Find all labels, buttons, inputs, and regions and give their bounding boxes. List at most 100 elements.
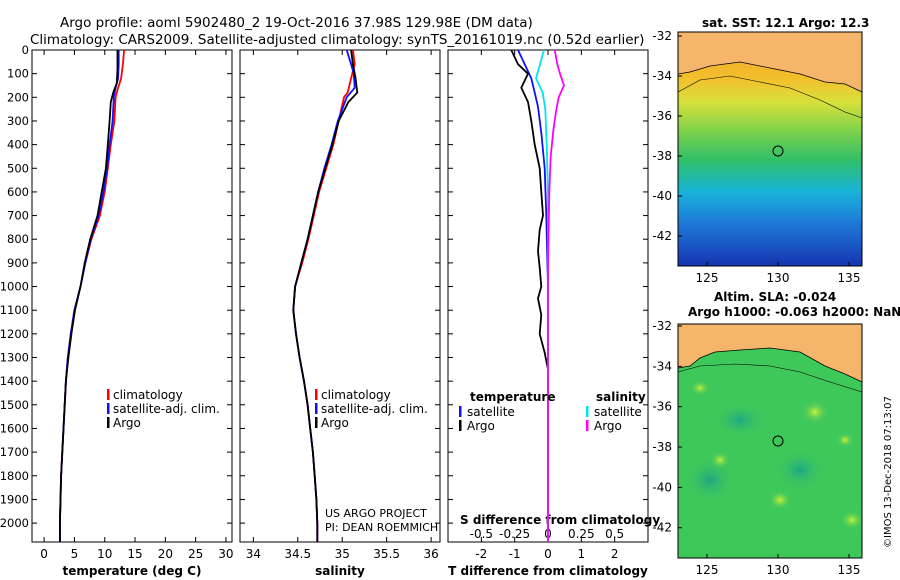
legend-title-temperature: temperature: [470, 390, 555, 404]
figure-title-line2: Climatology: CARS2009. Satellite-adjuste…: [30, 32, 644, 48]
sst-map: sat. SST: 12.1 Argo: 12.3: [677, 16, 869, 267]
argo-location-marker-sla: [772, 435, 784, 447]
series-line-temperature-satellite: [517, 50, 549, 542]
y-tick-label: 1100: [0, 303, 29, 317]
y-tick-label: 600: [7, 185, 29, 199]
y-tick-label: 1500: [0, 398, 29, 412]
map-x-tick-label: 125: [696, 563, 719, 577]
series-line-argo: [59, 50, 119, 542]
legend-swatch: [315, 403, 318, 414]
difference-panel: -2 -1 0 1 2 T difference from climatology -0.5…: [447, 49, 660, 578]
x-tick-label: 34: [246, 547, 261, 561]
series-line-temperature-argo: [510, 50, 549, 542]
legend-swatch: [315, 417, 318, 428]
x-axis-label: T difference from climatology: [448, 564, 648, 578]
y-tick-label: 800: [7, 232, 29, 246]
y-tick-label: 1000: [0, 280, 29, 294]
map-y-tick-label: -34: [652, 69, 672, 83]
x2-axis-label: S difference from climatology: [460, 513, 660, 527]
x-tick-label: 20: [158, 547, 173, 561]
y-tick-label: 900: [7, 256, 29, 270]
series-line-climatology: [292, 50, 356, 542]
sla-map-title-line1: Altim. SLA: -0.024: [714, 290, 836, 304]
y-tick-label: 500: [7, 161, 29, 175]
map-x-tick-label: 135: [838, 271, 861, 285]
plot-frame: [239, 49, 441, 543]
legend-label: satellite-adj. clim.: [113, 402, 220, 416]
y-tick-label: 1800: [0, 469, 29, 483]
map-y-tick-label: -34: [652, 359, 672, 373]
legend-swatch: [586, 406, 589, 417]
y-tick-label: 2000: [0, 516, 29, 530]
legend-label: satellite: [467, 405, 515, 419]
legend-title-salinity: salinity: [596, 390, 646, 404]
series-line-satellite-adj-clim-: [292, 50, 356, 542]
temperature-panel: 0100200300400500600700800900100011001200…: [0, 43, 234, 578]
legend-label: Argo: [594, 419, 622, 433]
y-tick-label: 1200: [0, 327, 29, 341]
legend-label: Argo: [467, 419, 495, 433]
salinity-panel: 34 34.5 35 35.5 36 salinity climatologysatelli…: [239, 49, 441, 578]
y-tick-label: 1900: [0, 492, 29, 506]
map-y-tick-label: -36: [652, 109, 672, 123]
plot-frame: [31, 49, 233, 543]
x-tick-label: 1: [578, 547, 586, 561]
legend-label: Argo: [113, 416, 141, 430]
map-x-tick-label: 125: [696, 271, 719, 285]
x-tick-label: 5: [71, 547, 79, 561]
annotation-text: US ARGO PROJECT: [325, 507, 427, 520]
y-tick-label: 1700: [0, 445, 29, 459]
map-x-tick-label: 130: [767, 271, 790, 285]
legend-label: satellite: [594, 405, 642, 419]
legend-label: climatology: [113, 388, 183, 402]
legend-swatch: [586, 420, 589, 431]
map-y-tick-label: -38: [652, 149, 672, 163]
sla-map-contour: [677, 363, 863, 393]
y-tick-label: 1400: [0, 374, 29, 388]
sla-map-coastline: [677, 347, 863, 383]
figure-title-line1: Argo profile: aoml 5902480_2 19-Oct-2016…: [60, 15, 533, 31]
watermark: ©IMOS 13-Dec-2018 07:13:07: [883, 396, 894, 548]
y-tick-label: 1300: [0, 351, 29, 365]
legend-swatch: [107, 389, 110, 400]
x-tick-label: -1: [509, 547, 521, 561]
map-x-tick-label: 130: [767, 563, 790, 577]
series-line-salinity-argo: [547, 50, 565, 542]
map-x-tick-label: 135: [838, 563, 861, 577]
y-tick-label: 300: [7, 114, 29, 128]
x-tick-label: 35.5: [373, 547, 400, 561]
series-line-salinity-satellite: [535, 50, 549, 542]
legend-label: climatology: [321, 388, 391, 402]
x-tick-label: 0: [544, 547, 552, 561]
annotation-text: PI: DEAN ROEMMICH: [325, 521, 438, 534]
sla-map-title-line2: Argo h1000: -0.063 h2000: NaN: [688, 305, 900, 319]
y-tick-label: 200: [7, 90, 29, 104]
sst-map-contour: [677, 75, 863, 119]
x-tick-label: 25: [188, 547, 203, 561]
y-tick-label: 400: [7, 138, 29, 152]
y-tick-label: 0: [22, 43, 29, 57]
x-tick-label: 15: [127, 547, 142, 561]
argo-location-marker-sst: [772, 145, 784, 157]
x-tick-label: 36: [423, 547, 438, 561]
sst-map-axes: -32 -34 -36 -38 -40 -42 125 130 135: [652, 29, 860, 285]
legend-swatch: [107, 417, 110, 428]
legend-label: satellite-adj. clim.: [321, 402, 428, 416]
legend-swatch: [107, 403, 110, 414]
y-tick-label: 1600: [0, 421, 29, 435]
x-tick-label: 30: [218, 547, 233, 561]
map-y-tick-label: -40: [652, 189, 672, 203]
x2-tick-label: -0.5: [470, 527, 493, 541]
x-tick-label: 0: [40, 547, 48, 561]
x-tick-label: 34.5: [284, 547, 311, 561]
sla-map-land: [678, 324, 862, 382]
x2-tick-label: 0.25: [568, 527, 595, 541]
map-y-tick-label: -32: [652, 29, 672, 43]
map-y-tick-label: -42: [652, 521, 672, 535]
x-axis-label: salinity: [315, 564, 365, 578]
legend-swatch: [459, 406, 462, 417]
x2-tick-label: 0.5: [605, 527, 624, 541]
x-tick-label: 35: [335, 547, 350, 561]
series-line-argo: [292, 50, 359, 542]
